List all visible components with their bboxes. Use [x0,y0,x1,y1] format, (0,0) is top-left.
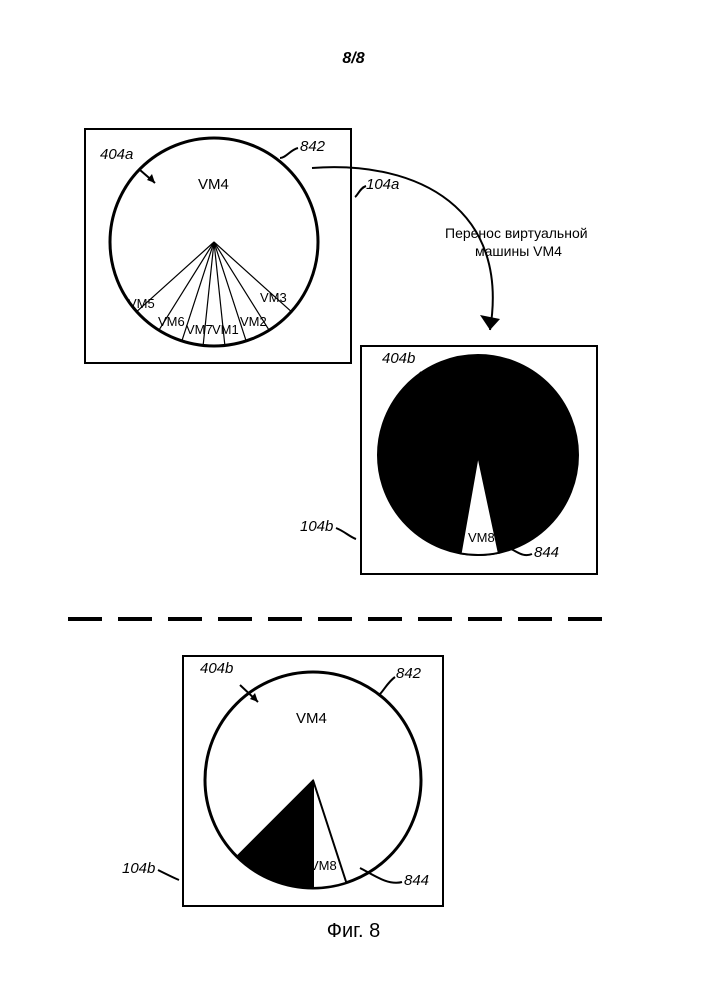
leader-842-c [380,677,395,694]
pie-c-svg [0,0,707,960]
ref-844-c: 844 [404,872,429,889]
leader-104b-c [158,870,179,880]
ref-842-c: 842 [396,665,421,682]
patent-figure-page: 8/8 404a 842 104a VM4 VM5 VM6 VM7 VM1 VM… [0,0,707,1000]
ref-404b-c: 404b [200,660,233,677]
figure-caption: Фиг. 8 [0,920,707,943]
label-vm4-c: VM4 [296,710,327,727]
label-vm8-c: VM8 [310,858,337,873]
ref-104b-c: 104b [122,860,155,877]
